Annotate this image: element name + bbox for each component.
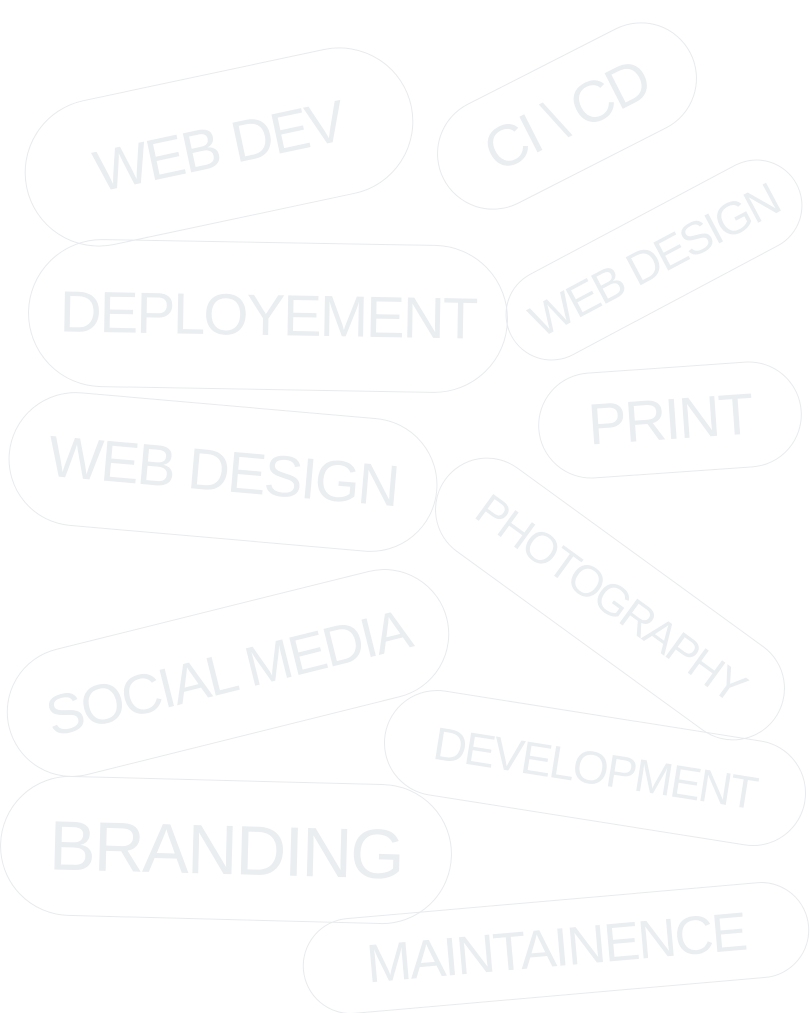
tag-pill-deployement: DEPLOYEMENT [26,237,510,395]
tag-label: DEPLOYEMENT [59,279,477,352]
tag-pill-print: PRINT [534,357,806,483]
tag-label: WEB DEV [88,88,350,205]
tag-label: MAINTAINENCE [364,901,748,995]
tag-label: DEVELOPMENT [430,716,760,820]
tag-pill-branding: BRANDING [0,774,454,926]
tag-label: WEB DESIGN [45,423,401,520]
tag-label: BRANDING [48,806,404,894]
tag-label: SOCIAL MEDIA [39,596,417,749]
tag-pill-web-design: WEB DESIGN [2,386,444,558]
tag-label: PRINT [585,381,755,458]
tag-label: WEB DESIGN [520,172,788,348]
tag-pill-ci-cd: CI \ CD [417,2,717,230]
tag-label: CI \ CD [473,46,660,185]
tag-label: PHOTOGRAPHY [466,484,754,713]
tag-pill-web-dev: WEB DEV [10,33,428,261]
